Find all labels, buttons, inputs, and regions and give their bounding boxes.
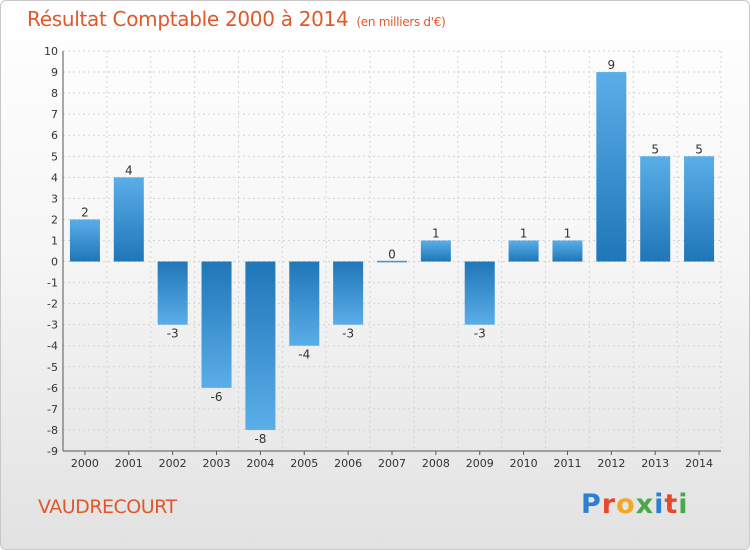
bar-2004 xyxy=(245,261,276,430)
bar-2013 xyxy=(640,156,671,262)
y-tick-label: -8 xyxy=(47,424,58,437)
y-tick-label: -1 xyxy=(47,277,58,290)
data-label-2006: -3 xyxy=(342,327,354,341)
x-tick-label: 2010 xyxy=(510,457,538,470)
bar-2014 xyxy=(684,156,715,262)
y-tick-label: -3 xyxy=(47,319,58,332)
bar-2002 xyxy=(157,261,188,325)
x-tick-label: 2007 xyxy=(378,457,406,470)
x-tick-label: 2011 xyxy=(553,457,581,470)
y-tick-label: 8 xyxy=(51,87,58,100)
y-tick-label: -6 xyxy=(47,382,58,395)
x-tick-label: 2006 xyxy=(334,457,362,470)
data-label-2007: 0 xyxy=(388,248,396,262)
y-tick-label: 5 xyxy=(51,150,58,163)
data-label-2008: 1 xyxy=(432,226,440,240)
y-tick-label: -5 xyxy=(47,361,58,374)
data-label-2000: 2 xyxy=(81,205,89,219)
x-tick-label: 2000 xyxy=(71,457,99,470)
bar-2003 xyxy=(201,261,232,388)
y-tick-label: 0 xyxy=(51,256,58,269)
x-tick-label: 2002 xyxy=(159,457,187,470)
bar-2009 xyxy=(464,261,495,325)
data-label-2002: -3 xyxy=(167,327,179,341)
data-label-2001: 4 xyxy=(125,163,133,177)
bar-2008 xyxy=(420,240,451,262)
data-label-2005: -4 xyxy=(298,348,310,362)
y-tick-label: -9 xyxy=(47,445,58,458)
data-label-2009: -3 xyxy=(474,327,486,341)
chart-title-text: Résultat Comptable 2000 à 2014 xyxy=(27,7,349,31)
bar-2010 xyxy=(508,240,539,262)
y-tick-label: 6 xyxy=(51,129,58,142)
y-tick-label: 9 xyxy=(51,66,58,79)
x-tick-label: 2012 xyxy=(597,457,625,470)
bar-2001 xyxy=(113,177,144,262)
y-tick-label: 7 xyxy=(51,108,58,121)
data-label-2010: 1 xyxy=(520,226,528,240)
bar-2000 xyxy=(69,219,100,262)
chart-title: Résultat Comptable 2000 à 2014 (en millie… xyxy=(27,7,446,31)
data-label-2014: 5 xyxy=(695,142,703,156)
data-label-2004: -8 xyxy=(254,432,266,446)
x-tick-label: 2004 xyxy=(246,457,274,470)
y-tick-label: 2 xyxy=(51,213,58,226)
data-label-2012: 9 xyxy=(608,58,616,72)
chart-subtitle: (en milliers d'€) xyxy=(356,15,446,29)
bar-2005 xyxy=(289,261,320,346)
bar-2007 xyxy=(377,260,407,263)
x-tick-label: 2013 xyxy=(641,457,669,470)
bar-2006 xyxy=(333,261,364,325)
data-label-2013: 5 xyxy=(651,142,659,156)
x-tick-label: 2014 xyxy=(685,457,713,470)
x-tick-label: 2005 xyxy=(290,457,318,470)
x-tick-label: 2001 xyxy=(115,457,143,470)
y-tick-label: 10 xyxy=(44,45,58,58)
x-tick-label: 2009 xyxy=(466,457,494,470)
y-tick-label: -2 xyxy=(47,298,58,311)
x-tick-label: 2008 xyxy=(422,457,450,470)
x-tick-label: 2003 xyxy=(203,457,231,470)
y-tick-label: -4 xyxy=(47,340,58,353)
y-tick-label: -7 xyxy=(47,403,58,416)
data-label-2011: 1 xyxy=(564,226,572,240)
bar-2011 xyxy=(552,240,583,262)
bar-2012 xyxy=(596,72,627,262)
y-tick-label: 3 xyxy=(51,192,58,205)
data-label-2003: -6 xyxy=(211,390,223,404)
commune-name: VAUDRECOURT xyxy=(38,496,177,518)
y-tick-label: 4 xyxy=(51,171,58,184)
proxiti-logo: Proxiti xyxy=(581,489,689,520)
y-tick-label: 1 xyxy=(51,234,58,247)
